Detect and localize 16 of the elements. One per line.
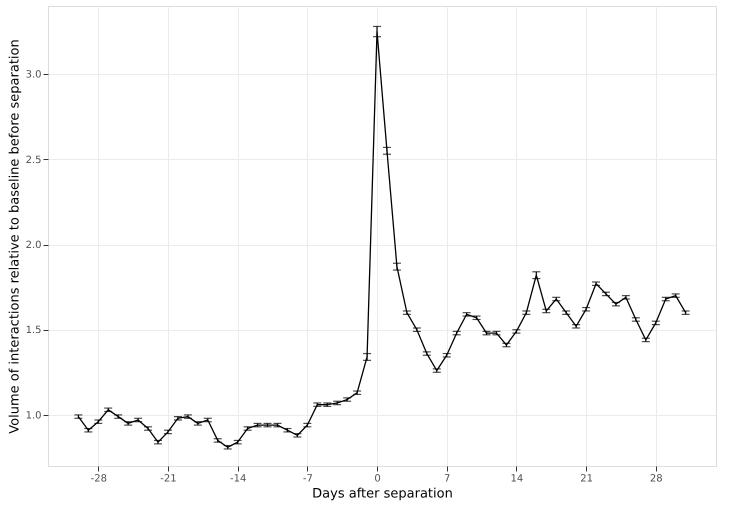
x-tick-label: 7 — [444, 474, 450, 484]
y-tick-label: 1.5 — [26, 325, 42, 336]
y-axis-title: Volume of interactions relative to baseline before separation — [8, 39, 23, 434]
x-tick-label: 14 — [510, 474, 524, 484]
y-tick-label: 3.0 — [26, 70, 42, 81]
x-tick-label: 28 — [650, 474, 663, 484]
x-tick-label: 0 — [374, 474, 381, 484]
x-tick-label: -21 — [160, 474, 177, 484]
x-tick-label: 21 — [580, 474, 593, 484]
y-tick-label: 2.0 — [26, 240, 42, 252]
x-tick-label: -28 — [90, 474, 107, 484]
x-tick-label: -14 — [230, 474, 246, 484]
x-tick-label: -7 — [302, 474, 313, 484]
y-tick-label: 2.5 — [26, 154, 42, 166]
x-axis-title: Days after separation — [312, 486, 453, 502]
y-tick-label: 1.0 — [26, 410, 42, 422]
